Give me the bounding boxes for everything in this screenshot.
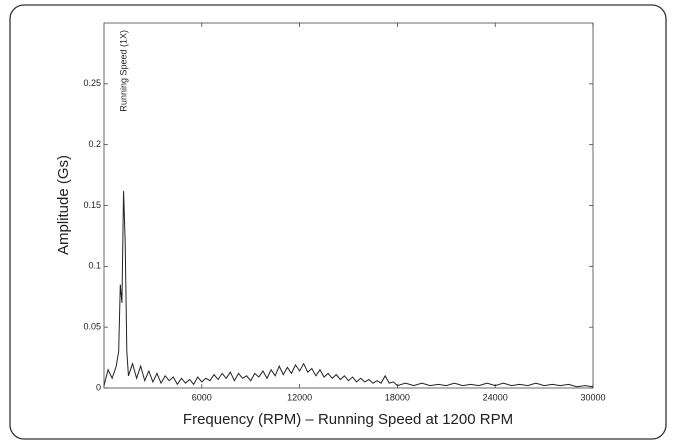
y-tick-label: 0.05 [83,322,101,332]
x-axis-label: Frequency (RPM) – Running Speed at 1200 … [183,411,513,428]
x-tick-label: 24000 [483,392,508,402]
y-tick-label: 0.2 [88,139,101,149]
y-tick-label: 0.1 [88,261,101,271]
x-tick-label: 6000 [192,392,212,402]
x-tick-label: 30000 [580,392,605,402]
y-axis-label: Amplitude (Gs) [55,155,72,255]
spectrum-line [103,190,594,388]
y-tick-label: 0.15 [83,200,101,210]
x-tick-label: 12000 [287,392,312,402]
y-tick-label: 0.25 [83,78,101,88]
x-tick-label: 18000 [385,392,410,402]
annotation: Running Speed (1X) [118,30,128,112]
y-tick-label: 0 [96,382,101,392]
plot-area [103,22,594,389]
